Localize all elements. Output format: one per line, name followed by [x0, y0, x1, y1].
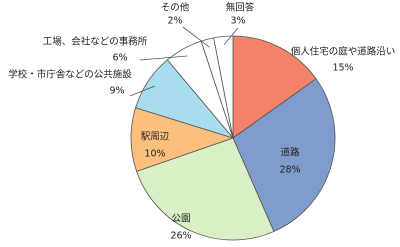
- value-label: 3%: [230, 16, 245, 27]
- value-label: 2%: [167, 16, 182, 27]
- leader-line: [129, 85, 156, 97]
- slice-label: 公園: [171, 214, 190, 225]
- pie-slice: [232, 35, 317, 139]
- leader-line: [223, 27, 239, 45]
- slice-label: 無回答: [226, 2, 255, 14]
- pie-slice: [136, 137, 275, 241]
- value-label: 9%: [109, 86, 124, 97]
- slice-label: 工場、会社などの事務所: [43, 36, 148, 48]
- value-label: 26%: [170, 231, 191, 242]
- value-label: 28%: [279, 165, 300, 176]
- value-label: 10%: [144, 149, 165, 160]
- value-label: 15%: [332, 63, 353, 74]
- leader-line: [139, 55, 188, 61]
- slice-label: 道路: [280, 147, 300, 159]
- slice-label: 駅周辺: [141, 132, 170, 143]
- slice-label: 個人住宅の庭や道路沿い: [291, 46, 396, 58]
- slice-label: その他: [161, 2, 190, 14]
- pie-slice: [232, 78, 336, 232]
- pie-slice: [213, 35, 234, 139]
- value-label: 6%: [112, 53, 127, 64]
- leader-line: [182, 26, 210, 48]
- slice-label: 学校・市庁舎などの公共施設: [8, 69, 132, 81]
